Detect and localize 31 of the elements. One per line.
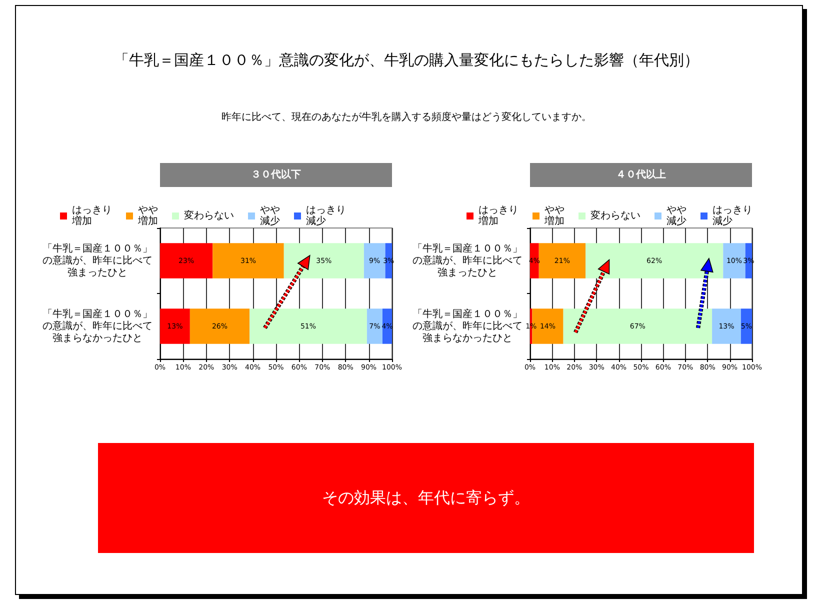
bar: [586, 243, 724, 278]
y-tick-label: 「牛乳＝国産１００％」の意識が、昨年に比べて強まったひと: [42, 242, 152, 278]
text: その効果は、年代に寄らず。: [322, 488, 530, 508]
bar: [538, 243, 586, 278]
legend-label: 変わらない: [590, 210, 640, 222]
legend-label: はっきり減少: [712, 205, 752, 227]
bar: [723, 243, 746, 278]
y-tick-label: 「牛乳＝国産１００％」の意識が、昨年に比べて強まらなかったひと: [42, 308, 152, 344]
bar: [160, 243, 213, 278]
y-tick-label: 「牛乳＝国産１００％」の意識が、昨年に比べて強まったひと: [412, 242, 522, 278]
legend-label: はっきり増加: [478, 205, 518, 227]
legend-label: はっきり増加: [71, 205, 112, 227]
text: 「牛乳＝国産１００％」意識の変化が、牛乳の購入量変化にもたらした影響（年代別）: [113, 50, 700, 70]
legend-label: やや増加: [544, 205, 564, 227]
legend-label: やや増加: [137, 205, 158, 227]
bar: [284, 243, 364, 278]
bar: [190, 308, 250, 344]
bar: [366, 308, 382, 344]
legend-label: やや減少: [666, 205, 686, 227]
legend-label: やや減少: [260, 205, 280, 227]
y-tick-label: 「牛乳＝国産１００％」の意識が、昨年に比べて強まらなかったひと: [412, 308, 522, 344]
bar: [160, 308, 190, 344]
chart-title: ３０代以下: [251, 168, 301, 180]
bar: [740, 308, 752, 344]
bar: [712, 308, 741, 344]
bar: [212, 243, 284, 278]
text: 昨年に比べて、現在のあなたが牛乳を購入する頻度や量はどう変化していますか。: [220, 112, 592, 124]
legend-label: 変わらない: [184, 210, 234, 222]
bar: [364, 243, 386, 278]
legend-label: はっきり減少: [306, 205, 346, 227]
chart-title: ４０代以上: [616, 168, 666, 180]
